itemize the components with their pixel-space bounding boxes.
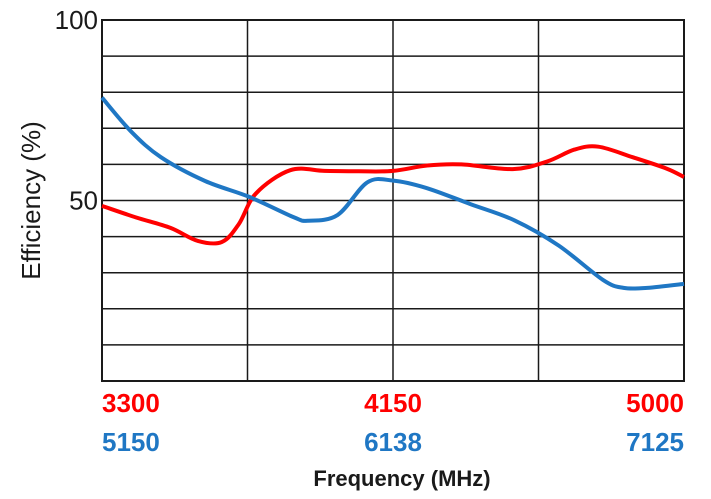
- x-tick-label: 4150: [364, 388, 422, 418]
- series-line-blue: [100, 96, 685, 291]
- y-axis-label: Efficiency (%): [16, 121, 46, 279]
- y-tick-label: 50: [69, 186, 98, 216]
- grid-lines: [102, 20, 684, 381]
- x-axis-label: Frequency (MHz): [313, 466, 490, 491]
- y-tick-label: 100: [55, 5, 98, 35]
- series-layer: [100, 96, 685, 291]
- series-line-red: [101, 144, 685, 246]
- x-tick-label: 5000: [626, 388, 684, 418]
- plot-frame: [101, 19, 685, 382]
- x-tick-label: 6138: [364, 427, 422, 457]
- x-tick-label: 5150: [102, 427, 160, 457]
- x-tick-labels: 3300 4150 5000 5150 6138 7125: [102, 388, 684, 457]
- x-tick-label: 3300: [102, 388, 160, 418]
- y-tick-labels: 100 50: [55, 5, 98, 216]
- x-tick-label: 7125: [626, 427, 684, 457]
